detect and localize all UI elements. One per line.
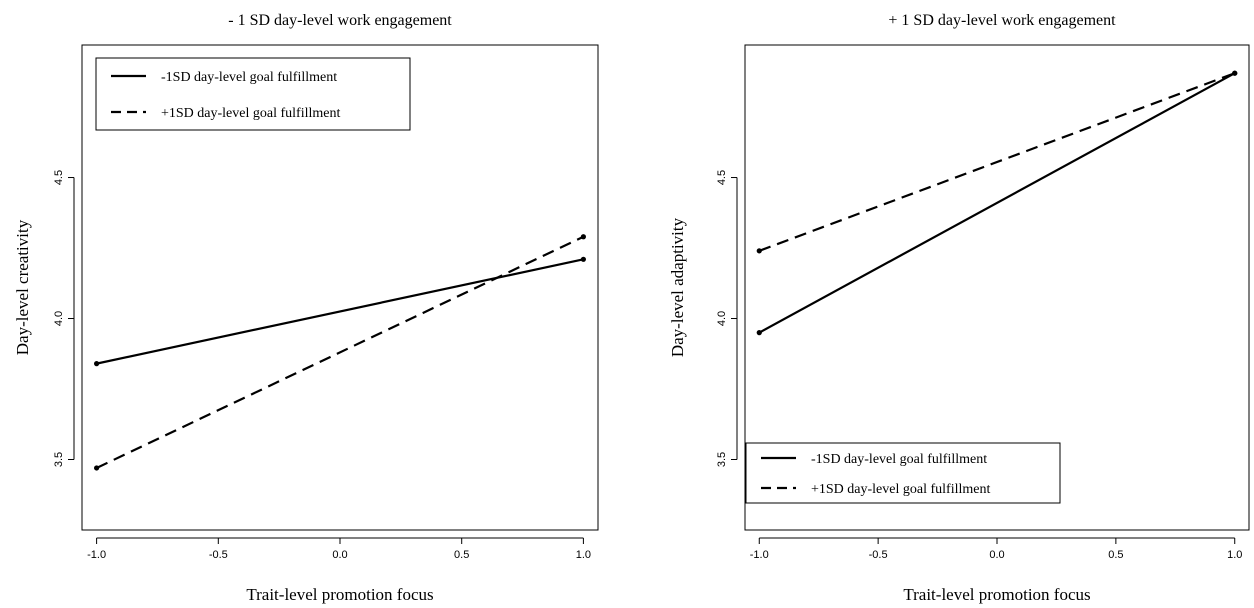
- y-axis: 3.5 4.0 4.5: [53, 170, 75, 467]
- y-axis: 3.5 4.0 4.5: [716, 170, 738, 467]
- data-point: [1232, 70, 1238, 76]
- y-tick-label: 3.5: [53, 452, 65, 467]
- x-tick-label: -0.5: [869, 549, 888, 561]
- data-point: [94, 361, 100, 367]
- data-point: [756, 330, 762, 336]
- data-point: [580, 256, 586, 262]
- y-tick-label: 4.0: [53, 311, 65, 326]
- series-line: [758, 72, 1236, 252]
- plot-frame: [81, 44, 599, 531]
- series-line: [96, 235, 584, 469]
- chart-title: + 1 SD day-level work engagement: [888, 12, 1116, 29]
- series-line: [96, 258, 584, 365]
- chart-title: - 1 SD day-level work engagement: [228, 12, 452, 29]
- data-point: [580, 234, 586, 240]
- data-point: [94, 465, 100, 471]
- chart-panel-right: + 1 SD day-level work engagement -1.0 -0.5…: [668, 12, 1250, 604]
- series-line: [758, 72, 1236, 334]
- x-tick-label: 0.5: [1108, 549, 1123, 561]
- x-axis-title: Trait-level promotion focus: [903, 585, 1090, 604]
- y-axis-title: Day-level creativity: [13, 219, 32, 355]
- legend: -1SD day-level goal fulfillment +1SD day-…: [95, 57, 411, 131]
- x-tick-label: -1.0: [750, 549, 769, 561]
- legend-label: -1SD day-level goal fulfillment: [811, 452, 987, 467]
- x-axis-title: Trait-level promotion focus: [246, 585, 433, 604]
- legend-label: +1SD day-level goal fulfillment: [161, 106, 340, 121]
- y-tick-label: 4.5: [716, 170, 728, 185]
- series-dashed: [756, 70, 1238, 254]
- legend: -1SD day-level goal fulfillment +1SD day-…: [745, 442, 1061, 504]
- series-solid: [756, 70, 1238, 336]
- x-axis: -1.0 -0.5 0.0 0.5 1.0: [750, 537, 1242, 561]
- x-tick-label: 0.0: [332, 549, 347, 561]
- x-tick-label: -1.0: [87, 549, 106, 561]
- legend-box: [745, 442, 1061, 504]
- legend-label: -1SD day-level goal fulfillment: [161, 70, 337, 85]
- legend-label: +1SD day-level goal fulfillment: [811, 482, 990, 497]
- series-solid: [94, 256, 586, 367]
- chart-panel-left: - 1 SD day-level work engagement -1.0 -0.5…: [13, 12, 599, 604]
- x-tick-label: 0.0: [989, 549, 1004, 561]
- x-tick-label: 1.0: [576, 549, 591, 561]
- y-axis-title: Day-level adaptivity: [668, 217, 687, 357]
- y-tick-label: 4.5: [53, 170, 65, 185]
- x-tick-label: 0.5: [454, 549, 469, 561]
- legend-box: [95, 57, 411, 131]
- data-point: [756, 248, 762, 254]
- plot-frame: [744, 44, 1250, 531]
- x-axis: -1.0 -0.5 0.0 0.5 1.0: [87, 537, 591, 561]
- y-tick-label: 3.5: [716, 452, 728, 467]
- x-tick-label: -0.5: [209, 549, 228, 561]
- series-dashed: [94, 234, 586, 471]
- y-tick-label: 4.0: [716, 311, 728, 326]
- x-tick-label: 1.0: [1227, 549, 1242, 561]
